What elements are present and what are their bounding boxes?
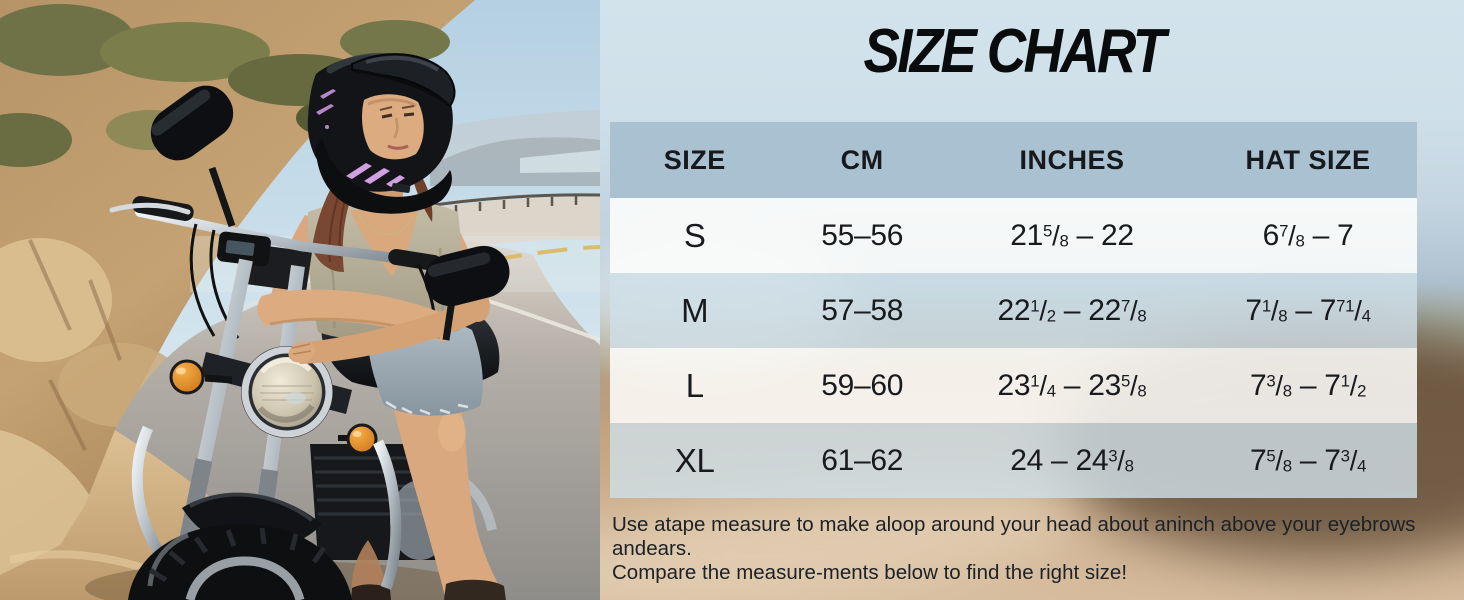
necklace xyxy=(357,213,415,236)
size-row-m: M 57–58 221/2 – 227/8 71/8 – 771/4 xyxy=(610,273,1417,348)
rider xyxy=(270,52,506,600)
measure-note-line2: Compare the measure-ments below to find … xyxy=(612,561,1128,584)
column-header-cm: CM xyxy=(840,144,884,175)
turn-signal-right xyxy=(346,423,378,455)
size-chart-panel: SIZE CHART SIZE CM INCHES HAT SIZE S 55–56 21… xyxy=(600,0,1464,600)
chin-bar xyxy=(316,138,452,214)
size-cell: XL xyxy=(674,441,715,479)
brake-lever xyxy=(109,202,191,215)
size-row-xl: XL 61–62 24 – 243/8 75/8 – 73/4 xyxy=(610,423,1417,498)
distant-road xyxy=(420,196,600,252)
size-table: SIZE CM INCHES HAT SIZE S 55–56 215/8 – 22 67/… xyxy=(610,122,1417,498)
turn-signal-left xyxy=(169,359,205,395)
cm-cell: 61–62 xyxy=(821,443,904,477)
size-row-l: L 59–60 231/4 – 235/8 73/8 – 71/2 xyxy=(610,348,1417,423)
mirror-left xyxy=(150,85,234,161)
hat-size-cell: 67/8 – 7 xyxy=(1262,218,1354,252)
inches-cell: 221/2 – 227/8 xyxy=(997,293,1147,327)
headlight-bezel xyxy=(241,346,333,438)
boot xyxy=(351,584,391,600)
inches-cell: 215/8 – 22 xyxy=(1010,218,1134,252)
cm-cell: 57–58 xyxy=(821,293,904,327)
page-title: SIZE CHART xyxy=(863,17,1167,86)
photo-scene xyxy=(0,0,600,600)
cm-cell: 59–60 xyxy=(821,368,904,402)
crash-bar-left xyxy=(131,425,171,566)
crash-bar-right xyxy=(373,439,402,590)
motorcycle-front xyxy=(109,196,442,600)
size-cell: S xyxy=(683,216,706,254)
mirrors xyxy=(150,85,510,341)
helmet xyxy=(307,52,456,214)
hat-size-cell: 73/8 – 71/2 xyxy=(1249,368,1367,402)
inches-cell: 24 – 243/8 xyxy=(1010,443,1134,477)
yellow-center-line xyxy=(491,245,600,262)
inches-cell: 231/4 – 235/8 xyxy=(997,368,1147,402)
measure-note: Use atape measure to make aloop around y… xyxy=(612,513,1464,585)
size-table-body: S 55–56 215/8 – 22 67/8 – 7 M 57–58 221/2 – 22… xyxy=(610,198,1417,498)
headlight xyxy=(252,357,322,427)
helmet-logo xyxy=(346,163,405,187)
lifestyle-photo xyxy=(0,0,600,600)
measure-note-line1: Use atape measure to make aloop around y… xyxy=(612,513,1416,560)
size-table-header-row: SIZE CM INCHES HAT SIZE xyxy=(610,122,1417,198)
size-cell: L xyxy=(685,366,704,404)
hat-size-cell: 75/8 – 73/4 xyxy=(1249,443,1367,477)
cm-cell: 55–56 xyxy=(821,218,904,252)
size-cell: M xyxy=(681,291,709,329)
hat-size-cell: 71/8 – 771/4 xyxy=(1245,293,1371,327)
helmet-side-accents xyxy=(316,89,336,129)
face xyxy=(362,94,424,160)
column-header-size: SIZE xyxy=(663,144,726,175)
size-row-s: S 55–56 215/8 – 22 67/8 – 7 xyxy=(610,198,1417,273)
boot xyxy=(444,579,506,600)
column-header-inches: INCHES xyxy=(1019,144,1125,175)
right-grip xyxy=(388,249,442,271)
column-header-hat-size: HAT SIZE xyxy=(1245,144,1371,175)
handlebar xyxy=(135,207,421,267)
